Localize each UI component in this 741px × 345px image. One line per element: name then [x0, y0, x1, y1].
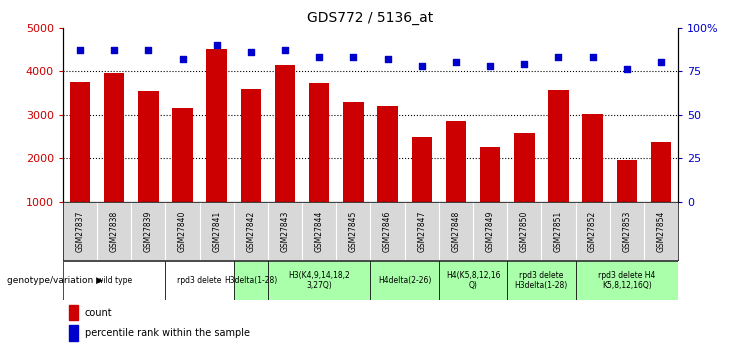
FancyBboxPatch shape [507, 261, 576, 300]
Bar [309, 83, 330, 202]
Point [210, 42, 222, 48]
Point [176, 56, 188, 62]
Point [655, 60, 667, 65]
Point [245, 49, 257, 55]
Point [587, 55, 599, 60]
Title: GDS772 / 5136_at: GDS772 / 5136_at [308, 11, 433, 25]
Bar [69, 305, 79, 320]
Point [621, 67, 633, 72]
Text: GSM27841: GSM27841 [212, 210, 222, 252]
Bar [411, 137, 432, 202]
Point [450, 60, 462, 65]
Bar [173, 108, 193, 202]
Point [484, 63, 496, 69]
Text: rpd3 delete: rpd3 delete [178, 276, 222, 285]
Text: H3(K4,9,14,18,2
3,27Q): H3(K4,9,14,18,2 3,27Q) [288, 270, 350, 290]
FancyBboxPatch shape [576, 261, 678, 300]
FancyBboxPatch shape [268, 261, 370, 300]
Point [74, 48, 86, 53]
FancyBboxPatch shape [234, 261, 268, 300]
Bar [343, 102, 364, 202]
Text: H3delta(1-28): H3delta(1-28) [225, 276, 278, 285]
Point [518, 61, 530, 67]
Point [313, 55, 325, 60]
Text: GSM27844: GSM27844 [315, 210, 324, 252]
Bar [138, 91, 159, 202]
Point [108, 48, 120, 53]
FancyBboxPatch shape [370, 261, 439, 300]
Point [382, 56, 393, 62]
Text: rpd3 delete
H3delta(1-28): rpd3 delete H3delta(1-28) [515, 270, 568, 290]
Text: GSM27843: GSM27843 [281, 210, 290, 252]
Point [416, 63, 428, 69]
Text: GSM27852: GSM27852 [588, 210, 597, 252]
Bar [548, 90, 568, 202]
Point [142, 48, 154, 53]
Point [348, 55, 359, 60]
Point [279, 48, 291, 53]
Bar [480, 147, 500, 202]
Text: genotype/variation ▶: genotype/variation ▶ [7, 276, 104, 285]
Text: GSM27842: GSM27842 [247, 210, 256, 252]
Text: GSM27837: GSM27837 [76, 210, 84, 252]
Text: H4(K5,8,12,16
Q): H4(K5,8,12,16 Q) [446, 270, 500, 290]
Text: GSM27851: GSM27851 [554, 210, 563, 252]
Bar [377, 106, 398, 202]
Text: wild type: wild type [96, 276, 132, 285]
Bar [70, 82, 90, 202]
Point [553, 55, 565, 60]
Text: GSM27839: GSM27839 [144, 210, 153, 252]
Bar [617, 160, 637, 202]
Text: GSM27854: GSM27854 [657, 210, 665, 252]
Text: GSM27840: GSM27840 [178, 210, 187, 252]
Text: GSM27845: GSM27845 [349, 210, 358, 252]
Bar [104, 73, 124, 202]
Text: GSM27850: GSM27850 [519, 210, 529, 252]
Bar [207, 49, 227, 202]
Text: GSM27849: GSM27849 [485, 210, 494, 252]
Text: GSM27848: GSM27848 [451, 210, 460, 252]
Text: rpd3 delete H4
K5,8,12,16Q): rpd3 delete H4 K5,8,12,16Q) [598, 270, 656, 290]
Text: GSM27838: GSM27838 [110, 210, 119, 252]
Bar [582, 114, 603, 202]
FancyBboxPatch shape [63, 261, 165, 300]
Text: GSM27853: GSM27853 [622, 210, 631, 252]
Text: GSM27847: GSM27847 [417, 210, 426, 252]
Bar [514, 133, 534, 202]
Text: percentile rank within the sample: percentile rank within the sample [84, 328, 250, 338]
Bar [241, 89, 261, 202]
FancyBboxPatch shape [165, 261, 234, 300]
Text: H4delta(2-26): H4delta(2-26) [378, 276, 431, 285]
FancyBboxPatch shape [439, 261, 507, 300]
Text: GSM27846: GSM27846 [383, 210, 392, 252]
Bar [445, 121, 466, 202]
Bar [275, 65, 296, 202]
Text: count: count [84, 308, 112, 318]
Bar [651, 142, 671, 202]
Bar [69, 325, 79, 341]
